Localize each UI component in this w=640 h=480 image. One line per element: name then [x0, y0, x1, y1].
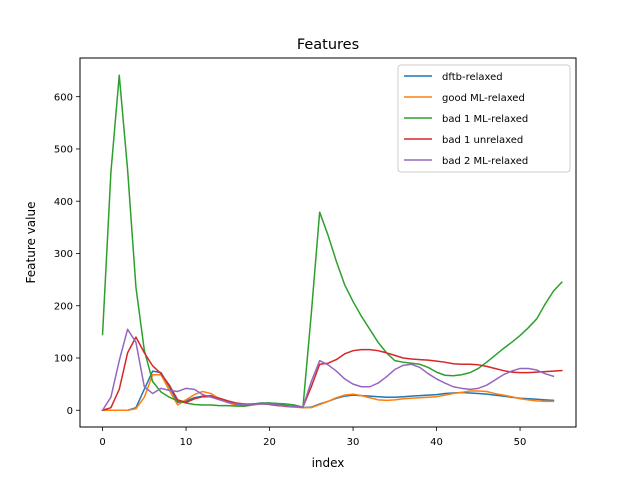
series-line-1 [101, 373, 555, 412]
series-line-3 [101, 336, 563, 412]
x-tick-label: 0 [99, 437, 105, 448]
x-axis-ticks: 0 10 20 30 40 50 [99, 427, 526, 448]
axes [79, 57, 577, 428]
chart-title: Features [297, 37, 359, 53]
x-tick-label: 10 [180, 437, 193, 448]
y-tick-label: 500 [54, 145, 73, 156]
series-layer [101, 74, 563, 412]
y-tick-label: 600 [54, 92, 73, 103]
x-axis-label: index [312, 456, 345, 470]
legend-label-2: bad 1 ML-relaxed [442, 114, 528, 125]
plot-frame [79, 57, 577, 428]
x-tick-label: 50 [514, 437, 527, 448]
legend-box [397, 64, 571, 173]
x-tick-label: 30 [347, 437, 360, 448]
y-axis-label: Feature value [24, 202, 38, 284]
legend-label-1: good ML-relaxed [442, 93, 525, 104]
legend: dftb-relaxed good ML-relaxed bad 1 ML-rela… [397, 64, 571, 173]
x-tick-label: 40 [430, 437, 443, 448]
series-line-2 [101, 74, 563, 408]
y-tick-label: 400 [54, 197, 73, 208]
legend-label-4: bad 2 ML-relaxed [442, 156, 528, 167]
legend-label-0: dftb-relaxed [442, 72, 503, 83]
y-tick-label: 300 [54, 249, 73, 260]
y-tick-label: 100 [54, 354, 73, 365]
y-axis-ticks: 0 100 200 300 400 500 600 [54, 92, 80, 417]
y-tick-label: 0 [67, 406, 73, 417]
legend-label-3: bad 1 unrelaxed [442, 135, 523, 146]
series-line-4 [101, 328, 555, 412]
y-tick-label: 200 [54, 301, 73, 312]
x-tick-label: 20 [263, 437, 276, 448]
